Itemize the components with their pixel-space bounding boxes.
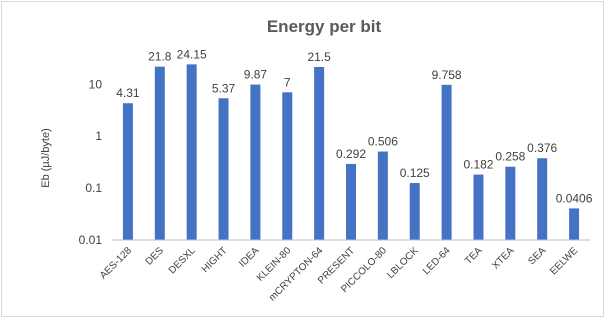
y-tick-label: 0.01 (79, 233, 103, 247)
data-label: 5.37 (212, 81, 236, 95)
category-label: LED-64 (421, 245, 453, 277)
bar (377, 151, 388, 240)
data-label: 0.182 (463, 158, 493, 172)
bar (218, 98, 229, 240)
category-label: DESXL (167, 245, 198, 276)
category-labels: AES-128 DES DESXL HIGHT IDEAKLEIN-80mCRYPTON… (98, 245, 580, 304)
y-axis-ticks: 0.01 0.1 1 10 (79, 77, 103, 247)
bar (473, 174, 484, 240)
y-axis-label: Eb (µJ/byte) (40, 128, 52, 188)
bar (154, 66, 165, 240)
data-label: 0.292 (336, 147, 366, 161)
category-label: XTEA (490, 245, 516, 271)
bar (441, 84, 452, 240)
category-label: DES (144, 245, 167, 268)
data-label: 4.31 (116, 86, 140, 100)
bar (186, 64, 197, 241)
data-label: 0.125 (400, 166, 430, 180)
bar (346, 163, 356, 240)
data-label: 7 (284, 75, 291, 89)
category-label: HIGHT (200, 245, 230, 275)
bar (409, 183, 420, 240)
bar (505, 166, 516, 240)
data-label: 0.258 (495, 150, 525, 164)
data-label: 21.5 (307, 50, 331, 64)
y-tick-label: 0.1 (85, 181, 102, 195)
y-tick-label: 1 (95, 129, 102, 143)
y-tick-label: 10 (89, 77, 103, 91)
data-label: 9.758 (432, 68, 462, 82)
data-label: 0.506 (368, 135, 398, 149)
category-label: EELWE (548, 245, 580, 277)
data-label: 0.376 (527, 141, 557, 155)
bar (314, 66, 325, 240)
bar (537, 158, 548, 240)
chart-title: Energy per bit (267, 17, 382, 36)
data-label: 0.0406 (556, 191, 593, 205)
data-label: 21.8 (148, 50, 172, 64)
category-label: AES-128 (98, 245, 134, 281)
category-label: IDEA (237, 245, 262, 270)
bar (122, 103, 133, 240)
bars (122, 64, 580, 241)
data-label: 24.15 (177, 47, 207, 61)
bar (569, 208, 580, 240)
data-label: 9.87 (244, 68, 268, 82)
bar (250, 84, 261, 240)
category-label: TEA (463, 245, 485, 267)
category-label: SEA (526, 245, 548, 267)
bar (282, 92, 293, 240)
category-label: LBLOCK (385, 245, 421, 281)
